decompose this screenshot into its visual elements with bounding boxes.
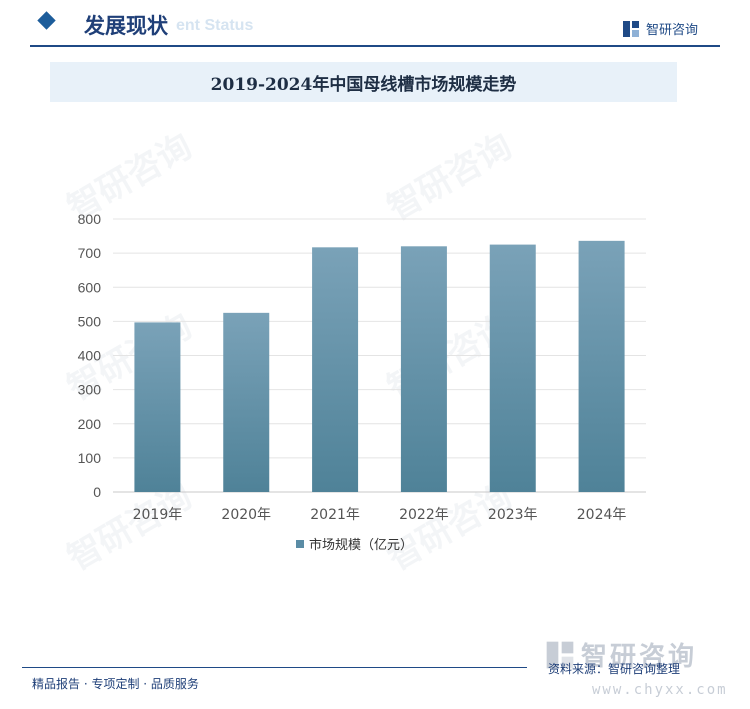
x-tick-label: 2020年	[221, 507, 271, 523]
y-tick-label: 0	[93, 484, 101, 500]
bar	[400, 246, 447, 492]
footer-divider	[22, 667, 527, 668]
section-title: 发展现状	[84, 13, 168, 38]
chart-title-band: 2019-2024年中国母线槽市场规模走势	[50, 62, 677, 102]
bar	[134, 322, 181, 492]
y-tick-label: 200	[78, 416, 102, 432]
y-tick-label: 300	[78, 382, 102, 398]
bar	[312, 247, 359, 492]
y-tick-label: 700	[78, 245, 102, 261]
section-title-en: ent Status	[176, 17, 254, 34]
bar	[223, 312, 270, 492]
x-tick-label: 2023年	[488, 507, 538, 523]
brand-url: www.chyxx.com	[592, 682, 728, 698]
y-tick-label: 100	[78, 450, 102, 466]
chart-legend: 市场规模（亿元）	[296, 534, 413, 553]
header: ent Status 发展现状 智研咨询	[0, 0, 750, 47]
legend-swatch	[296, 539, 304, 548]
logo-icon	[546, 641, 574, 668]
x-tick-label: 2024年	[577, 507, 627, 523]
brand-bottom: 智研咨询	[545, 636, 697, 673]
legend-label: 市场规模（亿元）	[309, 538, 414, 553]
data-source: 资料来源：智研咨询整理	[548, 662, 681, 676]
y-tick-label: 800	[78, 211, 102, 227]
y-tick-label: 400	[78, 348, 102, 364]
y-tick-label: 600	[78, 279, 102, 295]
brand-top: 智研咨询	[622, 19, 698, 38]
header-divider	[30, 45, 720, 47]
footer-services: 精品报告 · 专项定制 · 品质服务	[32, 677, 199, 691]
bar	[578, 240, 625, 492]
chart-title: 2019-2024年中国母线槽市场规模走势	[210, 74, 517, 95]
bar	[489, 244, 536, 492]
logo-icon	[622, 20, 639, 37]
x-tick-label: 2019年	[133, 507, 183, 523]
y-tick-label: 500	[78, 313, 102, 329]
brand-name: 智研咨询	[645, 23, 698, 38]
brand-bottom-name: 智研咨询	[581, 642, 698, 672]
x-tick-label: 2021年	[310, 507, 360, 523]
x-tick-label: 2022年	[399, 507, 449, 523]
